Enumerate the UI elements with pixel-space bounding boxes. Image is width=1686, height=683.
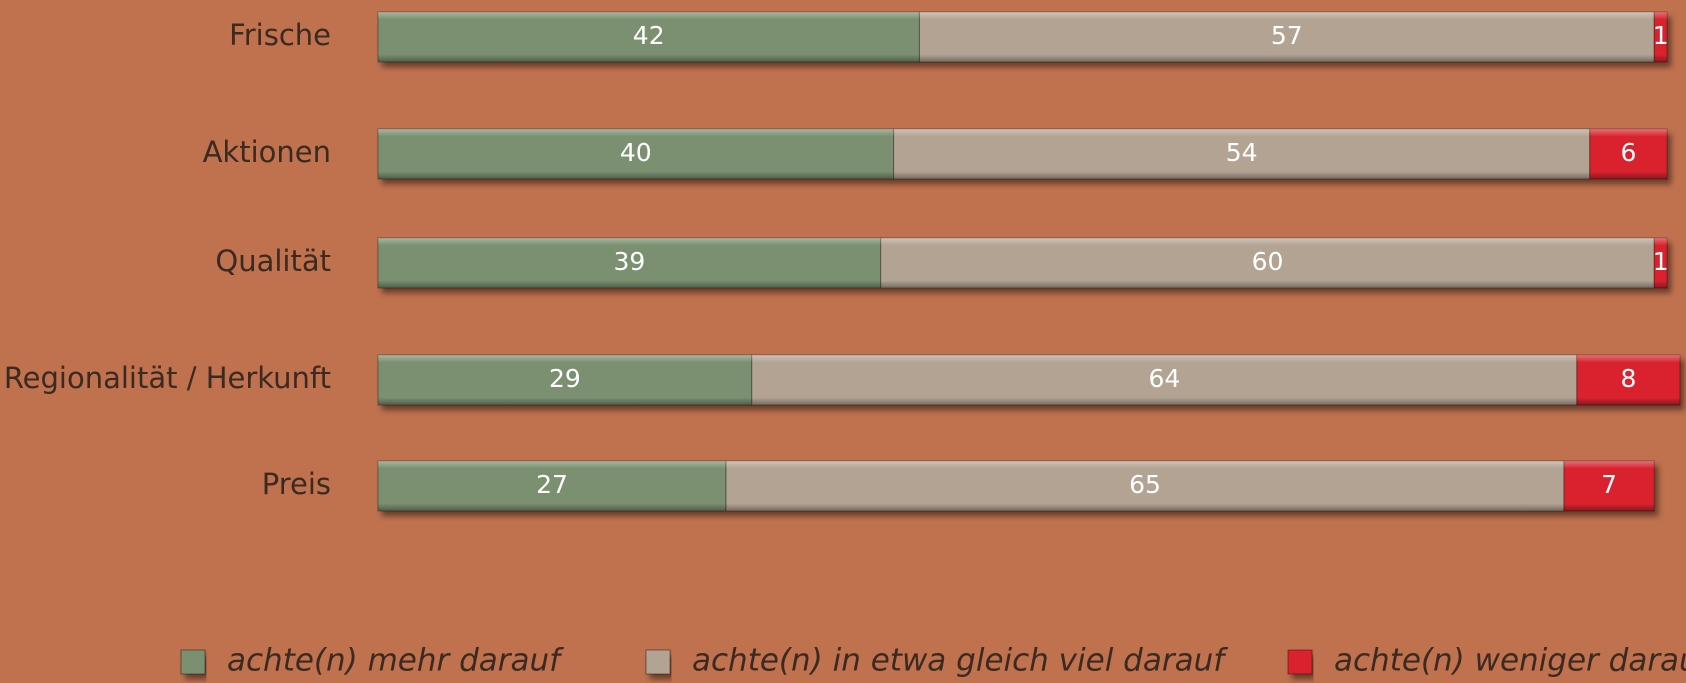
legend-label: achte(n) mehr darauf [227,643,564,679]
legend-label: achte(n) weniger darauf [1334,643,1686,679]
category-label: Frische [229,18,331,52]
legend-swatch [1287,649,1313,675]
value-label: 7 [1601,470,1617,499]
value-label: 29 [549,364,581,393]
value-label: 1 [1653,21,1669,50]
legend-label: achte(n) in etwa gleich viel darauf [692,643,1228,679]
value-label: 39 [613,247,645,276]
value-label: 65 [1129,470,1161,499]
value-label: 40 [620,138,652,167]
value-label: 57 [1271,21,1303,50]
value-label: 60 [1252,247,1284,276]
bar-group [377,460,1655,512]
category-label: Aktionen [203,135,331,169]
category-label: Preis [262,467,331,501]
category-label: Regionalität / Herkunft [4,361,331,395]
legend-swatch [645,649,671,675]
bar-group [377,128,1668,180]
bar-group [377,237,1668,289]
value-label: 27 [536,470,568,499]
legend-swatch [180,649,206,675]
category-label: Qualität [215,244,331,278]
value-label: 1 [1653,247,1669,276]
value-label: 42 [633,21,665,50]
value-label: 6 [1620,138,1636,167]
value-label: 54 [1226,138,1258,167]
value-label: 8 [1620,364,1636,393]
bar-group [377,11,1668,63]
value-label: 64 [1148,364,1180,393]
